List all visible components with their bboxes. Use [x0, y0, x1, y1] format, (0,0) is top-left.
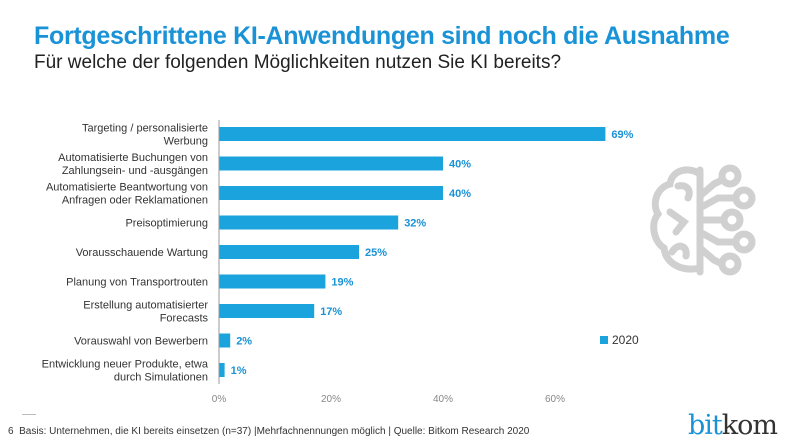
page-subtitle: Für welche der folgenden Möglichkeiten n… — [34, 52, 562, 73]
category-label: Targeting / personalisierte Werbung — [82, 123, 208, 148]
data-label: 19% — [331, 277, 353, 289]
data-label: 32% — [404, 218, 426, 230]
source-note: Basis: Unternehmen, die KI bereits einse… — [19, 426, 530, 437]
category-label: Automatisierte Beantwortung von Anfragen … — [46, 182, 208, 207]
bar — [219, 215, 399, 230]
brain-circuit-icon — [650, 164, 756, 276]
page-number: 6 — [8, 426, 14, 437]
category-label: Vorauswahl von Bewerbern — [74, 336, 208, 348]
x-tick-label: 60% — [545, 394, 565, 405]
bar — [219, 333, 231, 348]
category-label: Planung von Transportrouten — [66, 277, 208, 289]
bitkom-logo: bitkom — [688, 410, 778, 441]
legend-swatch — [600, 336, 608, 344]
legend-label: 2020 — [612, 333, 639, 347]
category-label: Vorausschauende Wartung — [76, 247, 208, 259]
bar — [219, 363, 225, 377]
bar — [219, 186, 443, 200]
bar — [219, 245, 359, 259]
data-label: 40% — [449, 159, 471, 171]
category-label: Entwicklung neuer Produkte, etwa durch Si… — [42, 359, 209, 384]
bar — [219, 156, 443, 171]
data-label: 2% — [236, 336, 252, 348]
x-tick-label: 20% — [321, 394, 341, 405]
data-label: 69% — [611, 129, 633, 141]
bar — [219, 127, 606, 141]
footer-divider — [22, 414, 36, 415]
footer-note: 6 Basis: Unternehmen, die KI bereits ein… — [8, 426, 529, 437]
data-label: 25% — [365, 247, 387, 259]
data-label: 1% — [231, 365, 247, 377]
category-label: Automatisierte Buchungen von Zahlungsein-… — [58, 152, 208, 177]
bar — [219, 274, 326, 289]
x-tick-label: 0% — [212, 394, 227, 405]
category-label: Erstellung automatisierter Forecasts — [83, 300, 208, 325]
data-label: 40% — [449, 188, 471, 200]
category-label: Preisoptimierung — [125, 218, 208, 230]
page-title: Fortgeschrittene KI-Anwendungen sind noc… — [34, 22, 730, 50]
x-tick-label: 40% — [433, 394, 453, 405]
bar — [219, 304, 315, 318]
data-label: 17% — [320, 306, 342, 318]
